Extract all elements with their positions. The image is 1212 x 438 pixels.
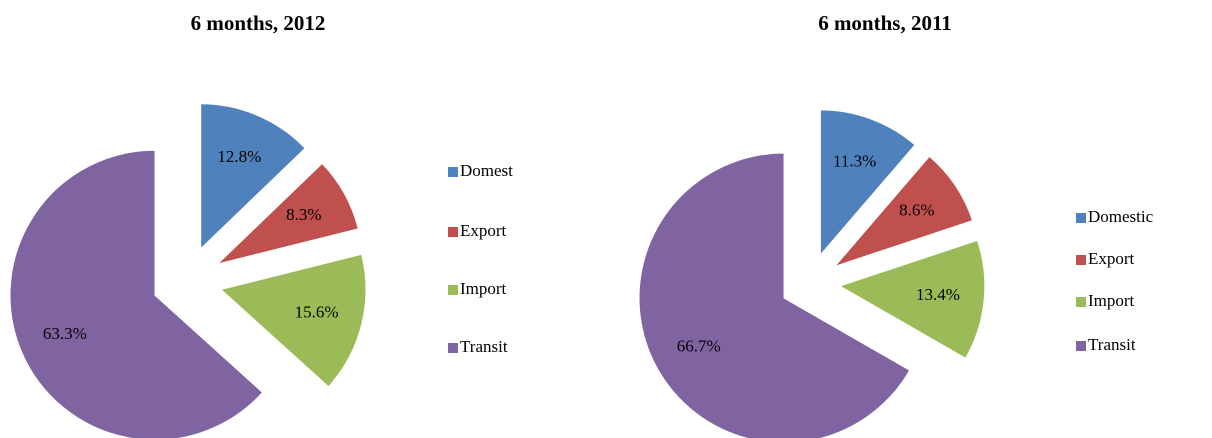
pie-slice [200, 103, 306, 250]
data-label: 8.3% [286, 205, 321, 224]
legend-swatch [448, 167, 458, 177]
data-label: 15.6% [295, 302, 339, 321]
legend-swatch [1076, 255, 1086, 265]
legend-swatch [1076, 341, 1086, 351]
legend-label: Export [460, 221, 507, 240]
legend-swatch [448, 343, 458, 353]
legend-label: Domest [460, 161, 513, 180]
chart-title: 6 months, 2012 [191, 11, 326, 35]
pie-slice [638, 152, 911, 438]
legend-label: Import [460, 279, 507, 298]
pie-slice [215, 162, 359, 265]
pie-slice [838, 239, 986, 359]
data-label: 8.6% [899, 200, 934, 219]
data-label: 11.3% [833, 151, 876, 170]
chart-title: 6 months, 2011 [818, 11, 952, 35]
pie-slice [833, 155, 974, 268]
pie-slice [819, 109, 916, 257]
data-label: 66.7% [677, 336, 721, 355]
legend-label: Import [1088, 291, 1135, 310]
pie-slice [219, 253, 367, 388]
legend-label: Transit [1088, 335, 1136, 354]
legend-swatch [1076, 297, 1086, 307]
pie-slice [9, 149, 264, 438]
legend-swatch [1076, 213, 1086, 223]
data-label: 63.3% [43, 324, 87, 343]
legend-swatch [448, 285, 458, 295]
legend-label: Transit [460, 337, 508, 356]
legend-label: Domestic [1088, 207, 1154, 226]
legend-label: Export [1088, 249, 1135, 268]
legend-swatch [448, 227, 458, 237]
data-label: 13.4% [916, 285, 960, 304]
data-label: 12.8% [217, 147, 261, 166]
